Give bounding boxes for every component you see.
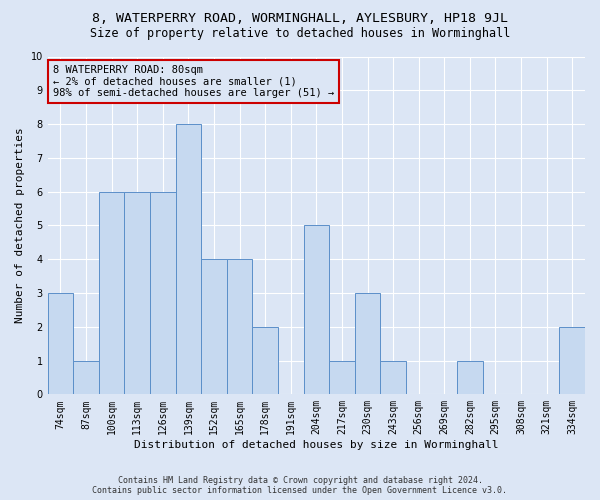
Bar <box>304 226 329 394</box>
Bar <box>329 360 355 394</box>
Bar <box>47 293 73 394</box>
Bar <box>124 192 150 394</box>
Bar <box>150 192 176 394</box>
Bar <box>227 259 253 394</box>
Y-axis label: Number of detached properties: Number of detached properties <box>15 128 25 324</box>
Bar <box>380 360 406 394</box>
Text: Contains HM Land Registry data © Crown copyright and database right 2024.
Contai: Contains HM Land Registry data © Crown c… <box>92 476 508 495</box>
Text: 8, WATERPERRY ROAD, WORMINGHALL, AYLESBURY, HP18 9JL: 8, WATERPERRY ROAD, WORMINGHALL, AYLESBU… <box>92 12 508 26</box>
Bar <box>73 360 99 394</box>
Bar <box>457 360 482 394</box>
Bar <box>253 327 278 394</box>
Text: 8 WATERPERRY ROAD: 80sqm
← 2% of detached houses are smaller (1)
98% of semi-det: 8 WATERPERRY ROAD: 80sqm ← 2% of detache… <box>53 65 334 98</box>
X-axis label: Distribution of detached houses by size in Worminghall: Distribution of detached houses by size … <box>134 440 499 450</box>
Text: Size of property relative to detached houses in Worminghall: Size of property relative to detached ho… <box>90 28 510 40</box>
Bar <box>355 293 380 394</box>
Bar <box>176 124 201 394</box>
Bar <box>99 192 124 394</box>
Bar <box>201 259 227 394</box>
Bar <box>559 327 585 394</box>
